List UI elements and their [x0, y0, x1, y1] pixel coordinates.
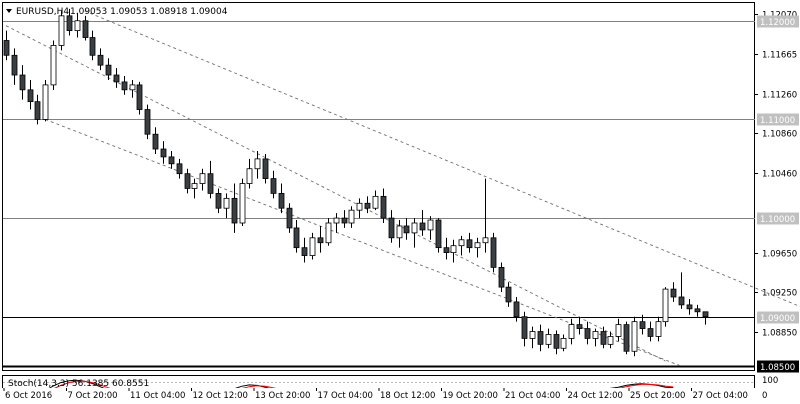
price-tick-2: 1.11260 — [762, 91, 797, 101]
price-tick-6: 1.09250 — [762, 289, 797, 299]
level-price-labels: 1.12000 1.11000 1.10000 1.09000 1.08500 — [757, 16, 799, 374]
stoch-tick-1: 0 — [762, 391, 767, 400]
price-tick-7: 1.08850 — [762, 329, 797, 339]
level-label-0: 1.12000 — [760, 18, 795, 28]
stoch-tick-0: 100 — [762, 376, 778, 386]
time-label-5: 17 Oct 04:00 — [318, 391, 373, 400]
ohlc-values: 1.09053 1.09053 1.08918 1.09004 — [70, 7, 228, 17]
candle-62 — [491, 233, 496, 272]
time-label-4: 13 Oct 20:00 — [255, 391, 310, 400]
symbol-timeframe: EURUSD,H4 — [16, 7, 69, 17]
time-label-3: 12 Oct 12:00 — [193, 391, 248, 400]
time-label-10: 25 Oct 20:00 — [630, 391, 685, 400]
candle-6 — [51, 40, 56, 89]
level-label-2: 1.10000 — [760, 215, 795, 225]
candle-79 — [624, 322, 629, 355]
level-label-3: 1.09000 — [760, 314, 795, 324]
price-tick-5: 1.09650 — [762, 250, 797, 260]
price-tick-4: 1.10460 — [762, 170, 797, 180]
candle-84 — [663, 287, 668, 326]
time-label-8: 21 Oct 04:00 — [505, 391, 560, 400]
chart-title: EURUSD,H4 1.09053 1.09053 1.08918 1.0900… — [6, 7, 228, 17]
time-label-7: 19 Oct 20:00 — [443, 391, 498, 400]
candle-5 — [43, 80, 48, 121]
candle-55 — [436, 218, 441, 253]
time-label-11: 27 Oct 04:00 — [693, 391, 748, 400]
level-label-1: 1.11000 — [760, 116, 795, 126]
level-label-4: 1.08500 — [760, 363, 795, 373]
candle-30 — [240, 179, 245, 226]
price-tick-3: 1.10860 — [762, 130, 797, 140]
price-axis: 1.120701.116651.112601.108601.104601.096… — [755, 11, 797, 339]
time-label-6: 18 Oct 12:00 — [380, 391, 435, 400]
time-label-0: 6 Oct 2016 — [5, 391, 52, 400]
candle-80 — [632, 317, 637, 356]
candle-18 — [145, 105, 150, 140]
price-tick-1: 1.11665 — [762, 51, 797, 61]
main-plot-frame — [3, 3, 755, 371]
time-axis: 6 Oct 2016 7 Oct 20:00 11 Oct 04:00 12 Oct … — [0, 388, 755, 400]
time-label-2: 11 Oct 04:00 — [130, 391, 185, 400]
stochastic-label: Stoch(14,3,3) 56.1385 60.8551 — [8, 379, 149, 389]
candle-17 — [137, 82, 142, 115]
time-label-1: 7 Oct 20:00 — [68, 391, 118, 400]
time-label-9: 24 Oct 12:00 — [568, 391, 623, 400]
